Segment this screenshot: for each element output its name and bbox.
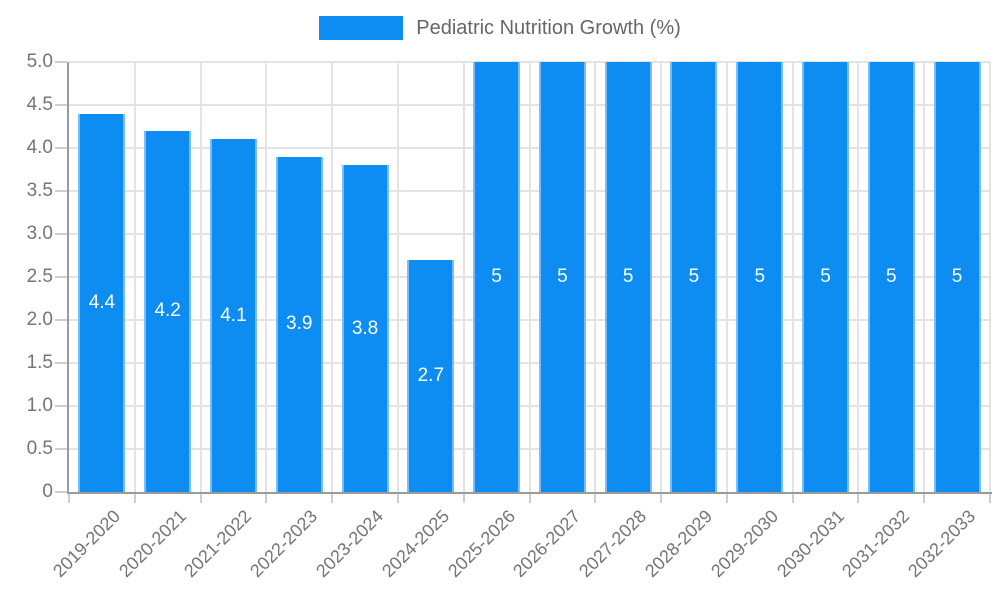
gridline-vertical (791, 62, 794, 492)
bar-value-label: 2.7 (417, 364, 445, 386)
bar[interactable] (933, 62, 981, 492)
bar-value-label: 4.2 (154, 300, 181, 322)
gridline-vertical (528, 62, 531, 492)
bar[interactable] (473, 62, 521, 492)
bar[interactable] (144, 130, 192, 492)
bar-value-label: 5 (886, 266, 897, 287)
gridline-vertical (331, 62, 334, 492)
y-tick-label: 2.5 (26, 266, 53, 287)
bar-value-label: 4.1 (220, 304, 247, 326)
bar[interactable] (538, 62, 586, 492)
gridline-vertical (265, 62, 268, 492)
y-axis-tick (55, 104, 67, 106)
x-axis-tick (923, 494, 926, 503)
bar[interactable] (341, 165, 389, 492)
bar-value-label: 4.4 (88, 291, 116, 313)
gridline-vertical (462, 62, 465, 492)
y-tick-label: 0 (42, 481, 53, 502)
y-tick-label: 5.0 (26, 51, 53, 72)
x-axis-tick (133, 494, 136, 503)
bar-value-label: 3.8 (351, 317, 379, 339)
x-axis-tick (594, 494, 597, 503)
y-tick-label: 1.5 (26, 352, 53, 373)
x-axis-tick (199, 494, 202, 503)
x-axis-tick (528, 494, 531, 503)
bar[interactable] (867, 62, 915, 492)
y-tick-label: 0.5 (26, 438, 53, 459)
x-axis-tick (331, 494, 334, 503)
bar[interactable] (78, 113, 126, 492)
bar-value-label: 5 (491, 266, 502, 287)
gridline-vertical (857, 62, 860, 492)
x-axis-tick (725, 494, 728, 503)
bar-value-label: 3.9 (286, 313, 313, 335)
bar-value-label: 5 (820, 266, 831, 287)
x-axis-tick (265, 494, 268, 503)
x-axis-tick (660, 494, 663, 503)
y-axis-tick (55, 491, 67, 493)
gridline-vertical (594, 62, 597, 492)
x-axis-tick (396, 494, 399, 503)
gridline-vertical (660, 62, 663, 492)
plot-area: 5.0 4.5 4.0 3.5 3.0 2.5 2.0 1.5 1.0 0.5 0 4.4 2019-2… (27, 51, 992, 581)
x-axis-tick (989, 494, 991, 503)
bar-value-label: 5 (688, 266, 700, 287)
y-axis-tick (55, 61, 67, 63)
bar[interactable] (407, 259, 455, 492)
y-tick-label: 4.0 (26, 137, 53, 158)
y-tick-label: 4.5 (26, 94, 53, 115)
x-axis-tick (791, 494, 794, 503)
y-axis-tick (55, 233, 67, 235)
y-tick-label: 3.5 (26, 180, 53, 201)
x-axis-tick (857, 494, 860, 503)
gridline-vertical (923, 62, 926, 492)
gridline-vertical (133, 62, 136, 492)
legend-item[interactable]: Pediatric Nutrition Growth (%) (319, 16, 681, 40)
y-axis-tick (55, 319, 67, 321)
bar[interactable] (670, 62, 718, 492)
x-axis-line (67, 492, 992, 494)
y-axis-tick (55, 405, 67, 407)
bar[interactable] (209, 139, 257, 492)
bar[interactable] (736, 62, 784, 492)
x-axis-tick (68, 494, 70, 503)
y-axis-tick (55, 276, 67, 278)
gridline-vertical (989, 62, 991, 492)
x-axis-tick (462, 494, 465, 503)
legend-label: Pediatric Nutrition Growth (%) (416, 16, 681, 39)
y-axis-tick (55, 190, 67, 192)
y-axis-tick (55, 362, 67, 364)
legend-swatch (319, 16, 404, 40)
y-axis-line (67, 62, 69, 494)
gridline-vertical (725, 62, 728, 492)
bar-value-label: 5 (951, 266, 963, 287)
bar-value-label: 5 (754, 266, 766, 287)
legend: Pediatric Nutrition Growth (%) (0, 16, 1000, 40)
y-axis-tick (55, 448, 67, 450)
y-tick-label: 1.0 (26, 395, 53, 416)
bar[interactable] (604, 62, 652, 492)
bar[interactable] (275, 156, 323, 492)
bar-value-label: 5 (622, 266, 634, 287)
gridline-vertical (199, 62, 202, 492)
y-tick-label: 2.0 (26, 309, 53, 330)
bar[interactable] (802, 62, 850, 492)
y-axis-tick (55, 147, 67, 149)
gridline-vertical (396, 62, 399, 492)
bar-value-label: 5 (557, 266, 568, 287)
y-tick-label: 3.0 (26, 223, 53, 244)
